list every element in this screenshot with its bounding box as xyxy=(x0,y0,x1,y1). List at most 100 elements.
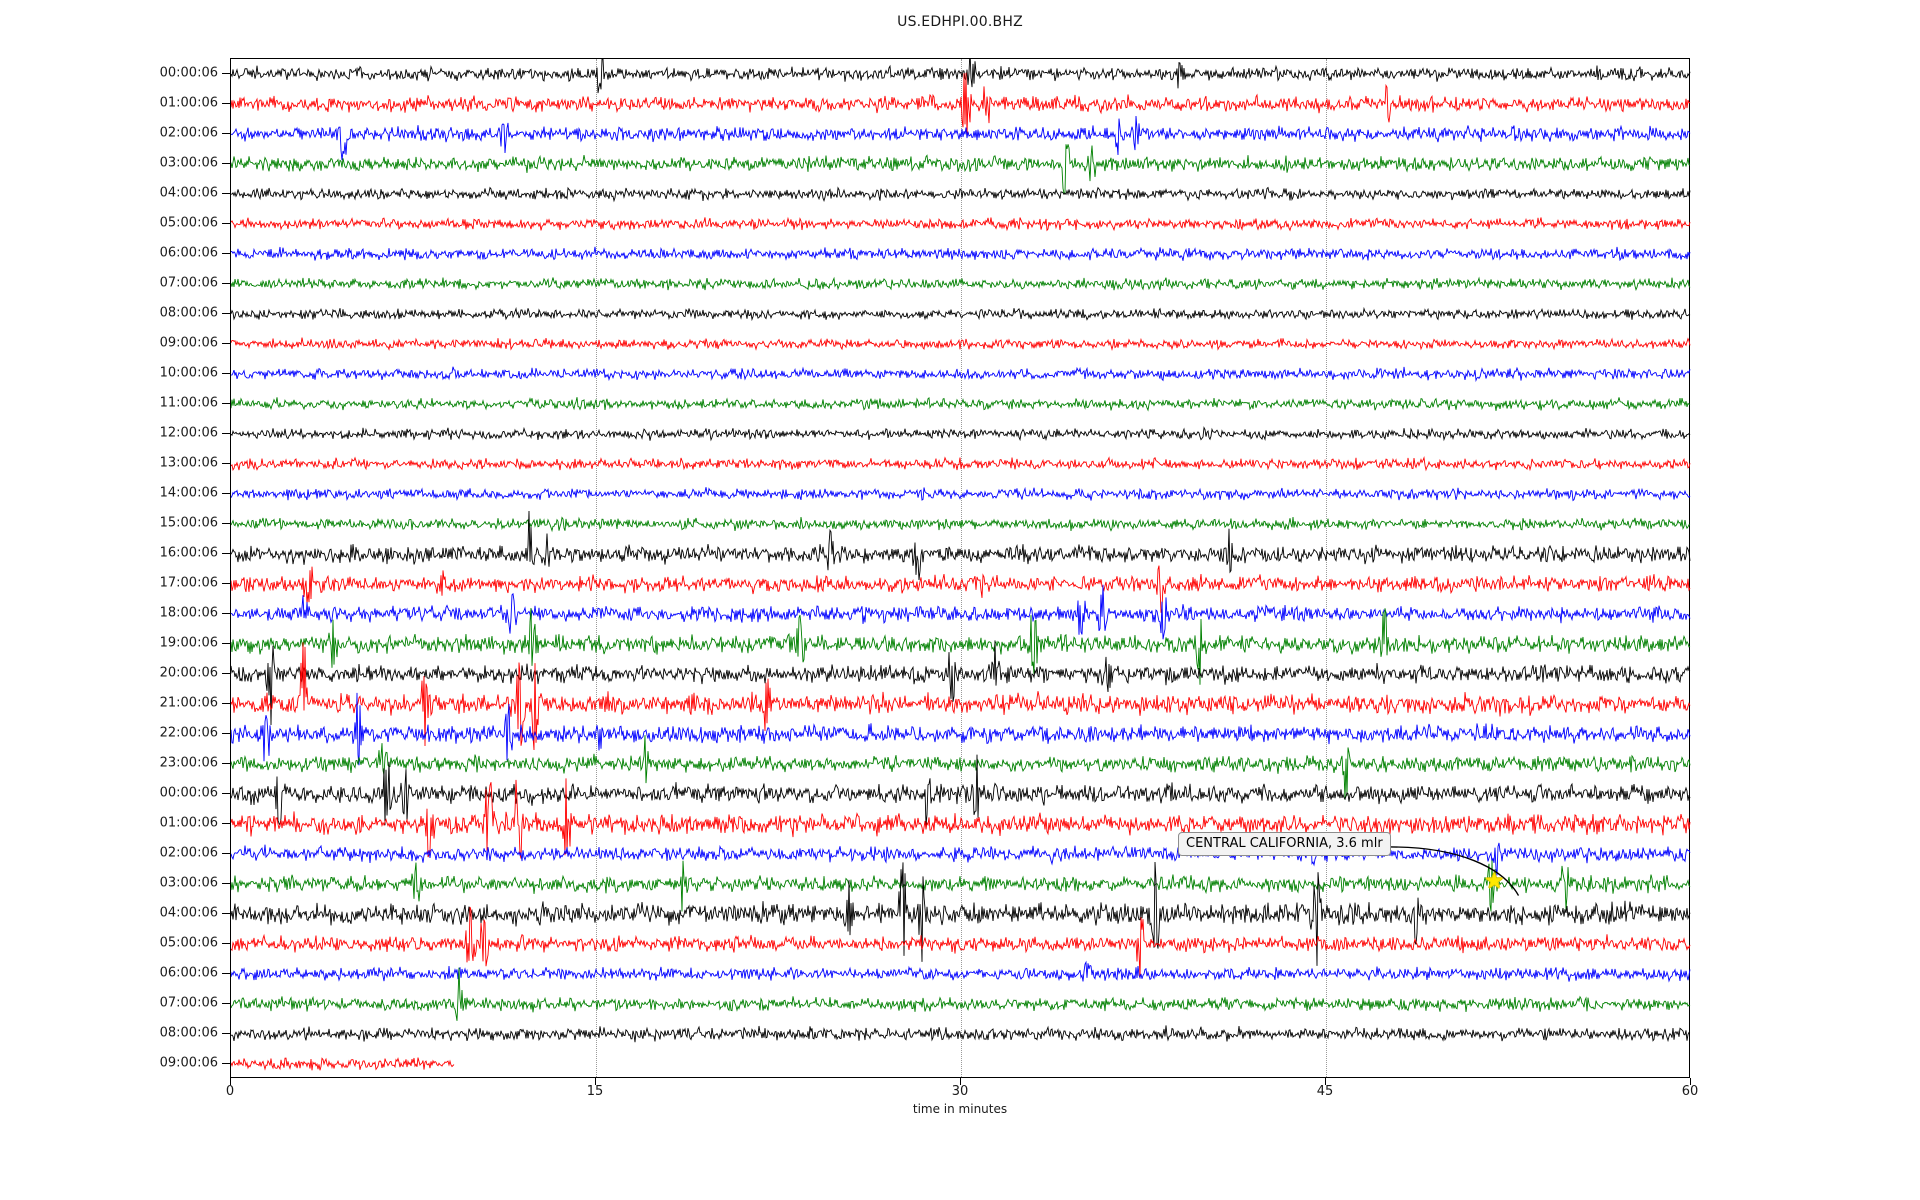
y-axis-tick-mark xyxy=(222,163,230,164)
seismic-trace xyxy=(231,906,1691,979)
y-axis-tick-mark xyxy=(222,883,230,884)
y-axis-tick-label: 04:00:06 xyxy=(159,905,218,921)
y-axis-tick-mark xyxy=(222,973,230,974)
y-axis-tick-mark xyxy=(222,643,230,644)
seismic-trace xyxy=(231,72,1691,137)
y-axis-tick-label: 09:00:06 xyxy=(159,1055,218,1071)
y-axis-tick-label: 07:00:06 xyxy=(159,275,218,291)
y-axis-tick-mark xyxy=(222,583,230,584)
seismic-trace xyxy=(231,510,1691,581)
vertical-gridline xyxy=(961,59,962,1077)
y-axis-tick-label: 19:00:06 xyxy=(159,635,218,651)
y-axis-tick-mark xyxy=(222,613,230,614)
vertical-gridline xyxy=(596,59,597,1077)
seismic-trace xyxy=(231,754,1691,828)
seismic-trace xyxy=(231,246,1691,262)
y-axis-tick-mark xyxy=(222,853,230,854)
y-axis-tick-mark xyxy=(222,283,230,284)
seismic-trace xyxy=(231,456,1691,472)
y-axis-tick-mark xyxy=(222,943,230,944)
seismic-trace xyxy=(231,692,1691,766)
y-axis-tick-label: 06:00:06 xyxy=(159,245,218,261)
event-annotation-label[interactable]: CENTRAL CALIFORNIA, 3.6 mlr xyxy=(1178,832,1391,856)
y-axis-tick-label: 20:00:06 xyxy=(159,665,218,681)
y-axis-tick-label: 08:00:06 xyxy=(159,305,218,321)
x-axis-tick-mark xyxy=(1325,1078,1326,1085)
x-axis-tick-label: 15 xyxy=(586,1084,604,1099)
seismic-trace xyxy=(231,397,1691,412)
page-title: US.EDHPI.00.BHZ xyxy=(897,14,1023,30)
seismic-trace xyxy=(231,565,1691,613)
vertical-gridline xyxy=(1326,59,1327,1077)
seismic-trace xyxy=(231,861,1691,966)
y-axis-tick-mark xyxy=(222,373,230,374)
y-axis-tick-mark xyxy=(222,523,230,524)
y-axis-tick-mark xyxy=(222,793,230,794)
grid-layer xyxy=(231,59,1689,1077)
star-glyph: ★ xyxy=(1484,869,1505,894)
y-axis-tick-mark xyxy=(222,1063,230,1064)
y-axis-tick-label: 02:00:06 xyxy=(159,125,218,141)
y-axis-tick-label: 23:00:06 xyxy=(159,755,218,771)
y-axis-tick-mark xyxy=(222,1003,230,1004)
seismic-trace xyxy=(231,486,1691,502)
y-axis-tick-mark xyxy=(222,223,230,224)
seismic-trace xyxy=(231,778,1691,859)
x-axis-label: time in minutes xyxy=(912,1102,1008,1116)
seismic-trace xyxy=(231,186,1691,203)
seismic-trace xyxy=(231,59,1691,94)
y-axis-tick-label: 02:00:06 xyxy=(159,845,218,861)
plot-area xyxy=(230,58,1691,1078)
y-axis-tick-label: 16:00:06 xyxy=(159,545,218,561)
event-marker-layer xyxy=(231,59,1689,1077)
seismic-trace xyxy=(231,516,1691,533)
seismic-trace xyxy=(231,735,1691,800)
seismic-trace xyxy=(231,426,1691,442)
y-axis-tick-label: 01:00:06 xyxy=(159,95,218,111)
x-axis-tick-mark xyxy=(1690,1078,1691,1085)
seismic-trace xyxy=(231,967,1691,1021)
x-axis-tick-mark xyxy=(230,1078,231,1085)
y-axis-tick-mark xyxy=(222,313,230,314)
seismic-trace xyxy=(231,642,1691,751)
y-axis-tick-label: 13:00:06 xyxy=(159,455,218,471)
seismic-trace xyxy=(231,276,1691,291)
x-axis-tick-label: 60 xyxy=(1681,1084,1699,1099)
y-axis-tick-mark xyxy=(222,403,230,404)
seismic-trace xyxy=(231,216,1691,232)
seismic-trace xyxy=(231,306,1691,322)
y-axis-tick-label: 21:00:06 xyxy=(159,695,218,711)
y-axis-tick-mark xyxy=(222,133,230,134)
y-axis-tick-mark xyxy=(222,73,230,74)
seismic-trace xyxy=(231,640,1691,726)
y-axis-tick-label: 11:00:06 xyxy=(159,395,218,411)
x-axis-tick-mark xyxy=(595,1078,596,1085)
y-axis-tick-label: 15:00:06 xyxy=(159,515,218,531)
y-axis-tick-label: 12:00:06 xyxy=(159,425,218,441)
y-axis-tick-label: 17:00:06 xyxy=(159,575,218,591)
seismic-trace xyxy=(231,115,1691,161)
earthquake-star-icon[interactable]: ★ xyxy=(1484,871,1504,893)
y-axis-tick-label: 04:00:06 xyxy=(159,185,218,201)
x-axis-tick-label: 0 xyxy=(225,1084,235,1099)
y-axis-tick-mark xyxy=(222,1033,230,1034)
y-axis-tick-label: 22:00:06 xyxy=(159,725,218,741)
y-axis-tick-label: 03:00:06 xyxy=(159,875,218,891)
y-axis-tick-mark xyxy=(222,103,230,104)
x-axis-tick-mark xyxy=(960,1078,961,1085)
y-axis-tick-mark xyxy=(222,823,230,824)
y-axis-tick-label: 14:00:06 xyxy=(159,485,218,501)
x-axis-tick-label: 30 xyxy=(951,1084,969,1099)
y-axis-tick-mark xyxy=(222,733,230,734)
y-axis-tick-mark xyxy=(222,673,230,674)
seismic-trace xyxy=(231,607,1691,685)
seismic-trace xyxy=(231,584,1691,640)
y-axis-tick-mark xyxy=(222,913,230,914)
y-axis-tick-mark xyxy=(222,553,230,554)
seismic-trace xyxy=(231,1057,455,1071)
y-axis-tick-label: 08:00:06 xyxy=(159,1025,218,1041)
y-axis-tick-label: 03:00:06 xyxy=(159,155,218,171)
y-axis-tick-mark xyxy=(222,703,230,704)
y-axis-tick-label: 06:00:06 xyxy=(159,965,218,981)
